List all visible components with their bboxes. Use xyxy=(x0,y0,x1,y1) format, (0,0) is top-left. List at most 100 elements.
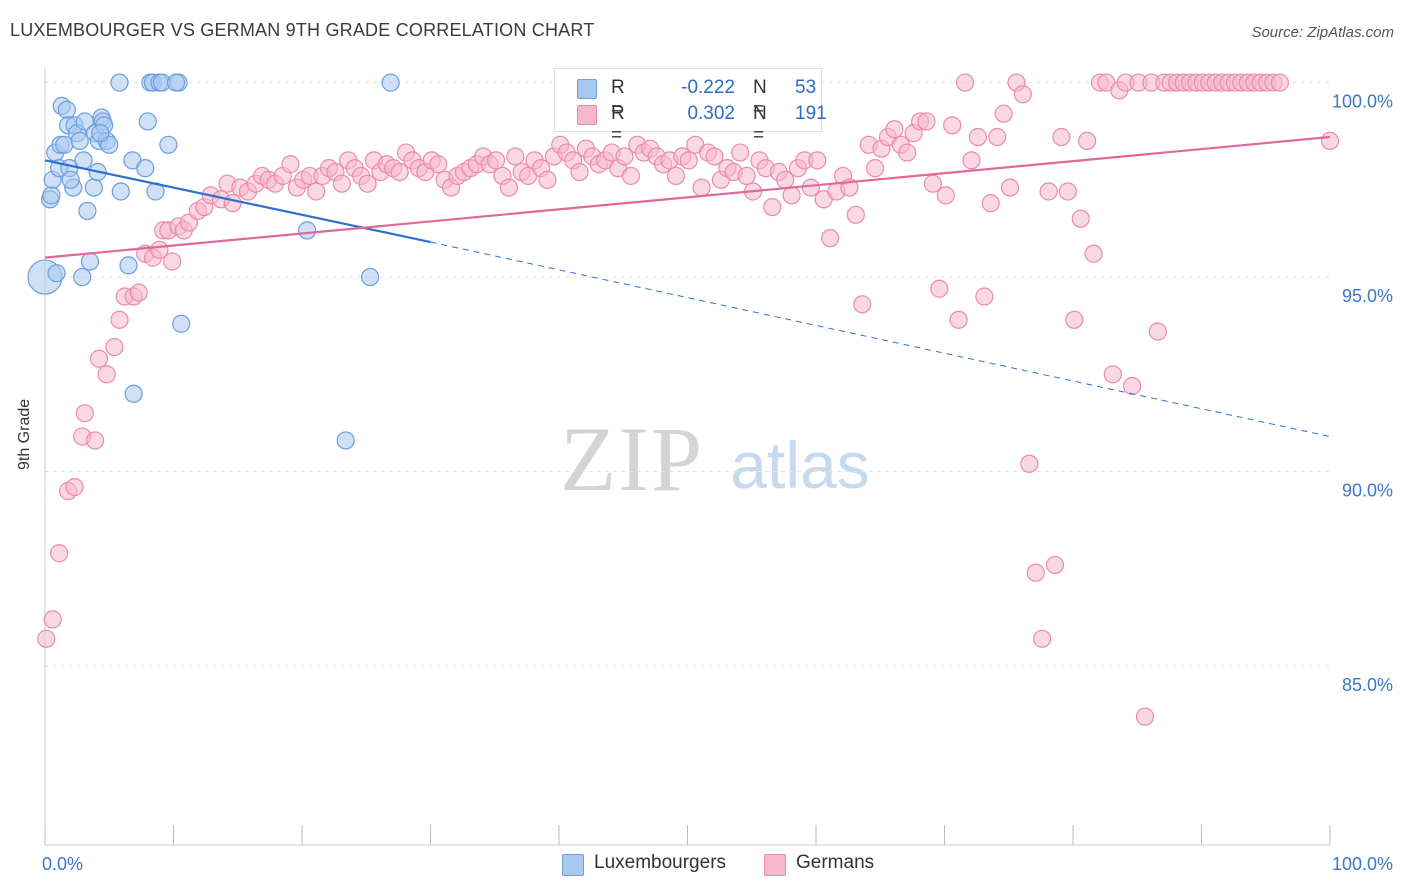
grid xyxy=(45,82,1330,667)
german-point xyxy=(692,178,711,197)
german-point xyxy=(705,147,724,166)
luxembourger-point xyxy=(91,124,110,143)
german-point xyxy=(1026,563,1045,582)
german-point xyxy=(1123,376,1142,396)
german-point xyxy=(666,166,686,186)
luxembourger-point xyxy=(111,182,130,201)
german-point xyxy=(37,629,56,648)
luxembourger-point xyxy=(136,159,155,178)
german-point xyxy=(163,252,182,271)
luxembourger-point xyxy=(119,256,138,275)
german-point xyxy=(1103,365,1122,384)
legend-label: Luxembourgers xyxy=(594,852,727,873)
german-point xyxy=(358,174,377,193)
german-point xyxy=(281,155,300,174)
luxembourger-point xyxy=(298,221,317,240)
luxembourger-point xyxy=(57,100,76,119)
luxembourger-point xyxy=(70,131,89,151)
germans-points xyxy=(37,73,1340,726)
german-point xyxy=(1148,322,1167,341)
luxembourger-point xyxy=(84,178,103,197)
luxembourger-point xyxy=(361,267,380,287)
luxembourger-point xyxy=(138,112,157,131)
y-tick-label: 85.0% xyxy=(1342,675,1393,695)
n-label: N = xyxy=(753,103,767,146)
german-point xyxy=(429,155,448,174)
german-point xyxy=(97,365,116,384)
german-point xyxy=(486,151,506,170)
luxembourger-point xyxy=(336,431,355,450)
german-point xyxy=(1052,127,1071,147)
german-point xyxy=(763,197,782,217)
source-label: Source: ZipAtlas.com xyxy=(1251,24,1394,41)
german-point xyxy=(1135,707,1155,726)
luxembourger-point xyxy=(159,135,178,154)
german-point xyxy=(988,127,1007,147)
german-point xyxy=(89,349,109,368)
luxembourger-point xyxy=(78,201,97,221)
german-point xyxy=(50,544,69,563)
german-point xyxy=(506,147,525,166)
german-point xyxy=(885,120,904,139)
luxembourger-point xyxy=(42,186,61,205)
german-point xyxy=(43,610,62,629)
trend-lines xyxy=(44,135,1331,438)
german-point xyxy=(75,404,94,423)
german-point xyxy=(737,166,756,186)
german-point xyxy=(1013,85,1032,104)
german-point xyxy=(1020,454,1039,473)
legend-swatch-pink xyxy=(764,854,786,876)
german-point xyxy=(1058,182,1077,201)
luxembourger-point xyxy=(80,252,100,271)
german-point xyxy=(223,194,242,213)
x-tick-label: 0.0% xyxy=(42,854,83,874)
watermark-zip: ZIP xyxy=(560,408,704,510)
german-point xyxy=(968,127,988,147)
n-value: 191 xyxy=(795,103,827,124)
german-point xyxy=(898,143,917,162)
n-value: 53 xyxy=(795,77,817,98)
r-label: R = xyxy=(611,103,625,146)
german-point xyxy=(917,112,936,131)
luxembourgers-points xyxy=(27,73,400,450)
legend-swatch-pink xyxy=(577,105,597,125)
german-point xyxy=(853,295,872,314)
german-point xyxy=(846,205,865,224)
german-point xyxy=(1045,555,1065,575)
correlation-legend: R = -0.222 N = 53 R = 0.302 N = 191 xyxy=(554,68,827,146)
german-point xyxy=(307,182,326,201)
luxembourger-point xyxy=(166,73,186,92)
y-tick-label: 95.0% xyxy=(1342,286,1393,306)
german-point xyxy=(936,186,955,205)
german-point xyxy=(621,166,641,186)
german-point xyxy=(538,170,557,189)
y-tick-label: 90.0% xyxy=(1342,481,1393,501)
german-point xyxy=(731,143,750,162)
german-point xyxy=(975,287,994,306)
x-tick-label: 100.0% xyxy=(1332,854,1393,874)
german-point xyxy=(110,310,129,329)
legend-label: Germans xyxy=(796,852,875,873)
r-value: 0.302 xyxy=(687,103,735,124)
german-point xyxy=(129,283,148,302)
german-point xyxy=(570,162,589,182)
german-point xyxy=(955,73,975,92)
watermark-atlas: atlas xyxy=(730,428,869,502)
german-point xyxy=(1078,131,1097,151)
german-point xyxy=(981,194,1000,213)
luxembourger-point xyxy=(110,73,129,92)
german-point xyxy=(994,104,1013,123)
german-point xyxy=(679,151,698,170)
r-label: R = xyxy=(611,77,625,120)
luxembourger-point xyxy=(47,264,66,283)
german-point xyxy=(390,162,409,182)
german-point xyxy=(943,116,962,135)
german-point xyxy=(949,310,968,329)
german-trend-line xyxy=(44,135,1331,259)
y-tick-label: 100.0% xyxy=(1332,92,1393,112)
luxembourger-point xyxy=(172,314,191,333)
german-point xyxy=(866,159,885,178)
german-point xyxy=(1000,178,1020,197)
german-point xyxy=(1270,73,1289,92)
